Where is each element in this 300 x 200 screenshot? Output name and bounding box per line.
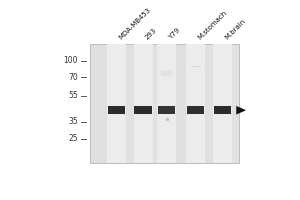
Bar: [107, 44, 126, 163]
Text: 100: 100: [64, 56, 78, 65]
Bar: [186, 44, 205, 163]
Text: 70: 70: [68, 73, 78, 82]
Bar: [90, 44, 238, 163]
Text: MDA-MB453: MDA-MB453: [118, 7, 152, 41]
Text: 293: 293: [145, 27, 158, 41]
Polygon shape: [236, 106, 246, 115]
Text: M.stomach: M.stomach: [197, 10, 228, 41]
Bar: [187, 106, 204, 114]
Text: 35: 35: [68, 117, 78, 126]
Bar: [134, 44, 153, 163]
Text: 55: 55: [68, 91, 78, 100]
Bar: [214, 106, 231, 114]
Bar: [158, 106, 176, 114]
Text: M.brain: M.brain: [224, 18, 246, 41]
Text: 25: 25: [69, 134, 78, 143]
Text: Y79: Y79: [168, 27, 181, 41]
Bar: [213, 44, 232, 163]
Bar: [134, 106, 152, 114]
Bar: [157, 44, 176, 163]
Bar: [108, 106, 125, 114]
